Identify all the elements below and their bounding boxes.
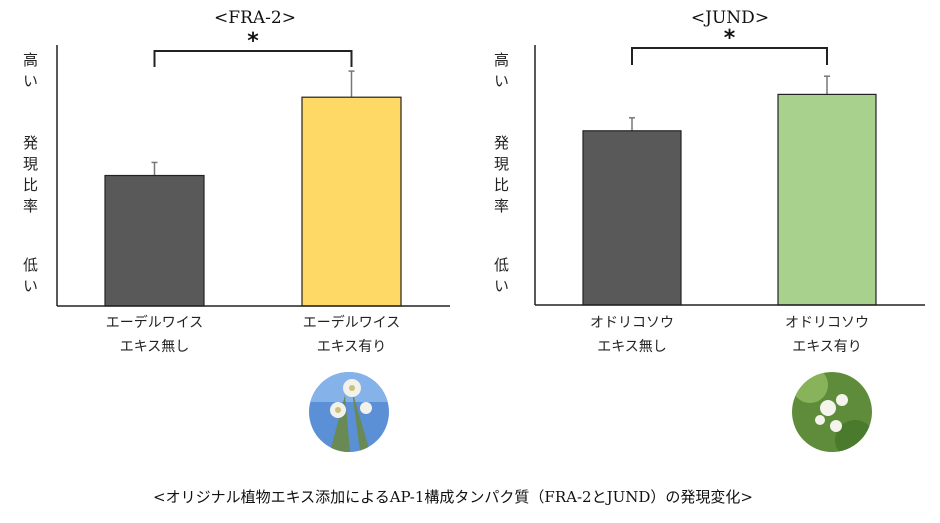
- x-tick-label: エーデルワイス: [303, 314, 401, 331]
- x-tick-label: エキス有り: [792, 339, 862, 355]
- chart-title: <FRA-2>: [214, 8, 296, 28]
- figure-caption: <オリジナル植物エキス添加によるAP-1構成タンパク質（FRA-2とJUND）の…: [153, 488, 753, 506]
- x-tick-label: エキス無し: [597, 339, 667, 355]
- x-tick-label: エキス有り: [317, 339, 387, 355]
- bar: [301, 96, 402, 307]
- x-tick-label: オドリコソウ: [785, 315, 869, 331]
- odorikosou-photo: [792, 372, 872, 452]
- edelweiss-photo: [309, 372, 389, 452]
- bar: [777, 93, 877, 306]
- y-label-axis: 発現比率: [492, 135, 510, 219]
- bar: [582, 130, 682, 306]
- bar: [104, 174, 205, 307]
- significance-bracket: [631, 47, 828, 65]
- chart-title: <JUND>: [691, 8, 769, 28]
- y-label-high: 高い: [21, 52, 39, 94]
- significance-bracket: [153, 50, 353, 67]
- x-tick-label: オドリコソウ: [590, 315, 674, 331]
- y-label-low: 低い: [21, 257, 39, 299]
- y-label-low: 低い: [492, 257, 510, 299]
- significance-marker: *: [247, 29, 259, 54]
- significance-marker: *: [724, 26, 736, 51]
- y-label-high: 高い: [492, 52, 510, 94]
- x-tick-label: エキス無し: [120, 339, 190, 355]
- y-label-axis: 発現比率: [21, 135, 39, 219]
- x-tick-label: エーデルワイス: [106, 314, 204, 331]
